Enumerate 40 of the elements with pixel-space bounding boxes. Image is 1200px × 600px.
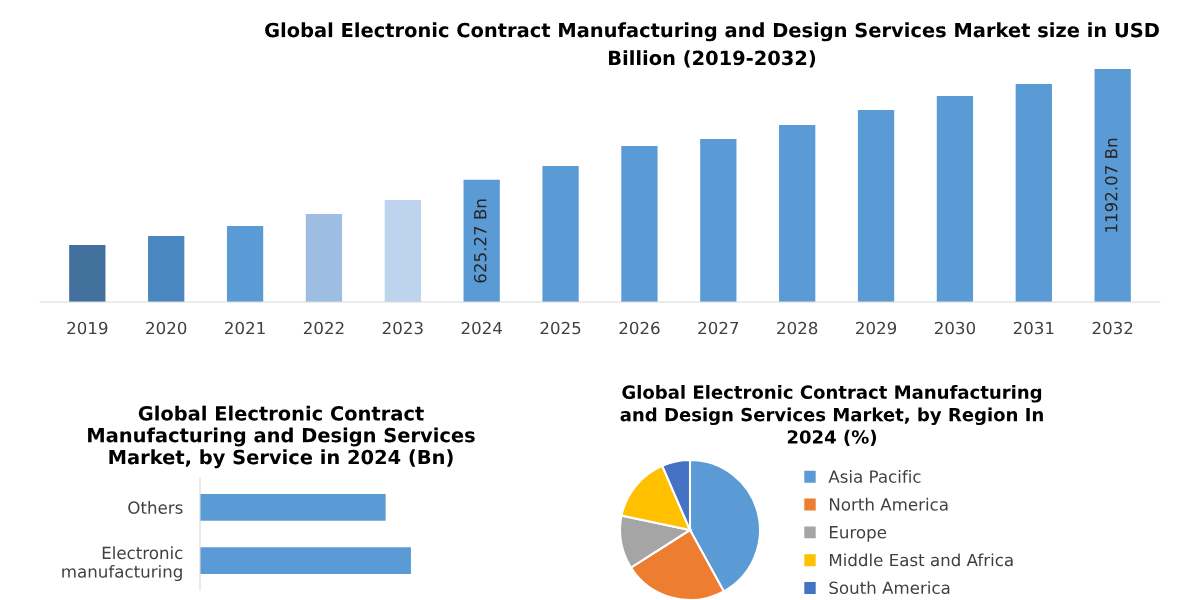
bar [700,138,737,302]
x-tick-label: 2019 [67,321,108,335]
x-tick-label: 2027 [698,321,739,335]
x-tick-label: 2021 [225,321,265,335]
chart-title: Global Electronic Contract Manufacturing and Design Services Market, by Service in 2024 (Bn) [88,405,475,469]
x-tick-label: 2025 [540,321,581,335]
x-tick-label: 2028 [777,321,818,335]
legend-label: Asia Pacific [828,470,921,483]
bar [779,124,816,302]
bar [621,146,658,302]
bar [148,235,185,302]
x-tick-label: 2024 [461,321,502,335]
x-tick-label: 2029 [856,321,897,335]
x-tick-label: 2031 [1013,321,1054,335]
legend-label: South America [829,581,950,595]
x-tick-label: 2032 [1092,321,1133,335]
bar [69,244,106,302]
y-tick-label: Others [128,501,183,514]
legend-label: Middle East and Africa [829,553,1013,567]
bar [936,95,974,302]
bar [384,199,421,302]
bar [857,110,895,302]
x-tick-label: 2023 [382,321,423,335]
chart-title: Global Electronic Contract Manufacturing and Design Services Market size in USD Billion (2019-2032) [265,22,1159,68]
data-label: 1192.07 Bn [1104,138,1118,232]
bar [226,225,264,302]
bar [305,214,343,302]
x-tick-label: 2022 [303,321,344,335]
y-tick-label: Electronic manufacturing [62,546,183,582]
bar [1015,84,1052,302]
bar [542,165,579,302]
bar [463,179,500,302]
x-tick-label: 2020 [146,321,187,335]
x-tick-label: 2030 [934,321,976,335]
data-label: 625.27 Bn [473,199,487,283]
chart-title: Global Electronic Contract Manufacturing and Design Services Market, by Region In 2024 (%) [620,385,1043,446]
legend-label: North America [829,497,948,511]
x-tick-label: 2026 [619,321,660,335]
legend-label: Europe [829,526,887,542]
bar [1094,69,1131,302]
